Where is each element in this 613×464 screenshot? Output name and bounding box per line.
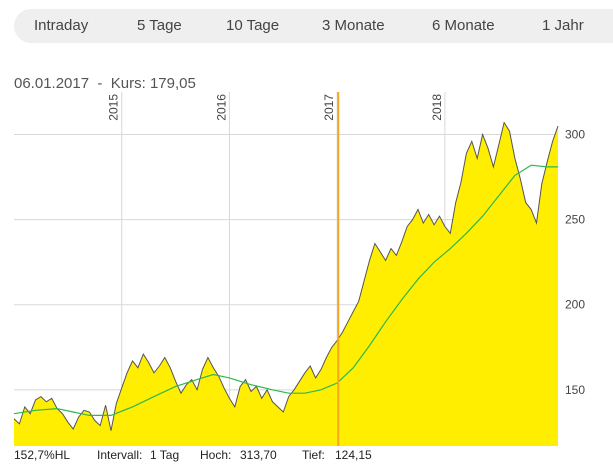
cursor-separator: - xyxy=(97,75,103,92)
moving-average-line xyxy=(13,164,558,416)
tab-5-tage[interactable]: 5 Tage xyxy=(137,17,182,34)
x-tick-label: 2016 xyxy=(214,94,228,121)
low-label: Tief: xyxy=(302,448,325,462)
high-label: Hoch: xyxy=(200,448,232,462)
price-area xyxy=(14,122,558,446)
tab-intraday[interactable]: Intraday xyxy=(34,17,89,34)
y-tick-label: 150 xyxy=(565,383,585,397)
high-value: 313,70 xyxy=(240,448,277,462)
cursor-quote: 06.01.2017 - Kurs: 179,05 xyxy=(14,75,196,92)
x-tick-label: 2015 xyxy=(107,94,121,121)
tab-3-monate[interactable]: 3 Monate xyxy=(322,17,385,34)
y-tick-label: 300 xyxy=(565,128,585,142)
y-tick-label: 250 xyxy=(565,213,585,227)
x-tick-label: 2018 xyxy=(430,94,444,121)
tab-6-monate[interactable]: 6 Monate xyxy=(432,17,495,34)
tab-10-tage[interactable]: 10 Tage xyxy=(226,17,280,34)
y-axis-labels: 150 200 250 300 xyxy=(565,128,585,397)
cursor-price-value: 179,05 xyxy=(149,75,196,92)
y-tick-label: 200 xyxy=(565,298,585,312)
tab-1-jahr[interactable]: 1 Jahr xyxy=(542,17,584,34)
cursor-date: 06.01.2017 xyxy=(14,75,90,92)
x-axis-labels: 2015 2016 2017 2018 xyxy=(107,94,444,121)
time-range-tabs: Intraday 5 Tage 10 Tage 3 Monate 6 Monat… xyxy=(14,9,613,43)
x-tick-label: 2017 xyxy=(322,94,336,121)
interval-value: 1 Tag xyxy=(150,448,180,462)
cursor-price-label: Kurs: xyxy=(110,75,146,92)
interval-label: Intervall: xyxy=(97,448,143,462)
performance-value: 152,7%HL xyxy=(14,448,71,462)
low-value: 124,15 xyxy=(335,448,372,462)
price-line xyxy=(13,121,559,431)
